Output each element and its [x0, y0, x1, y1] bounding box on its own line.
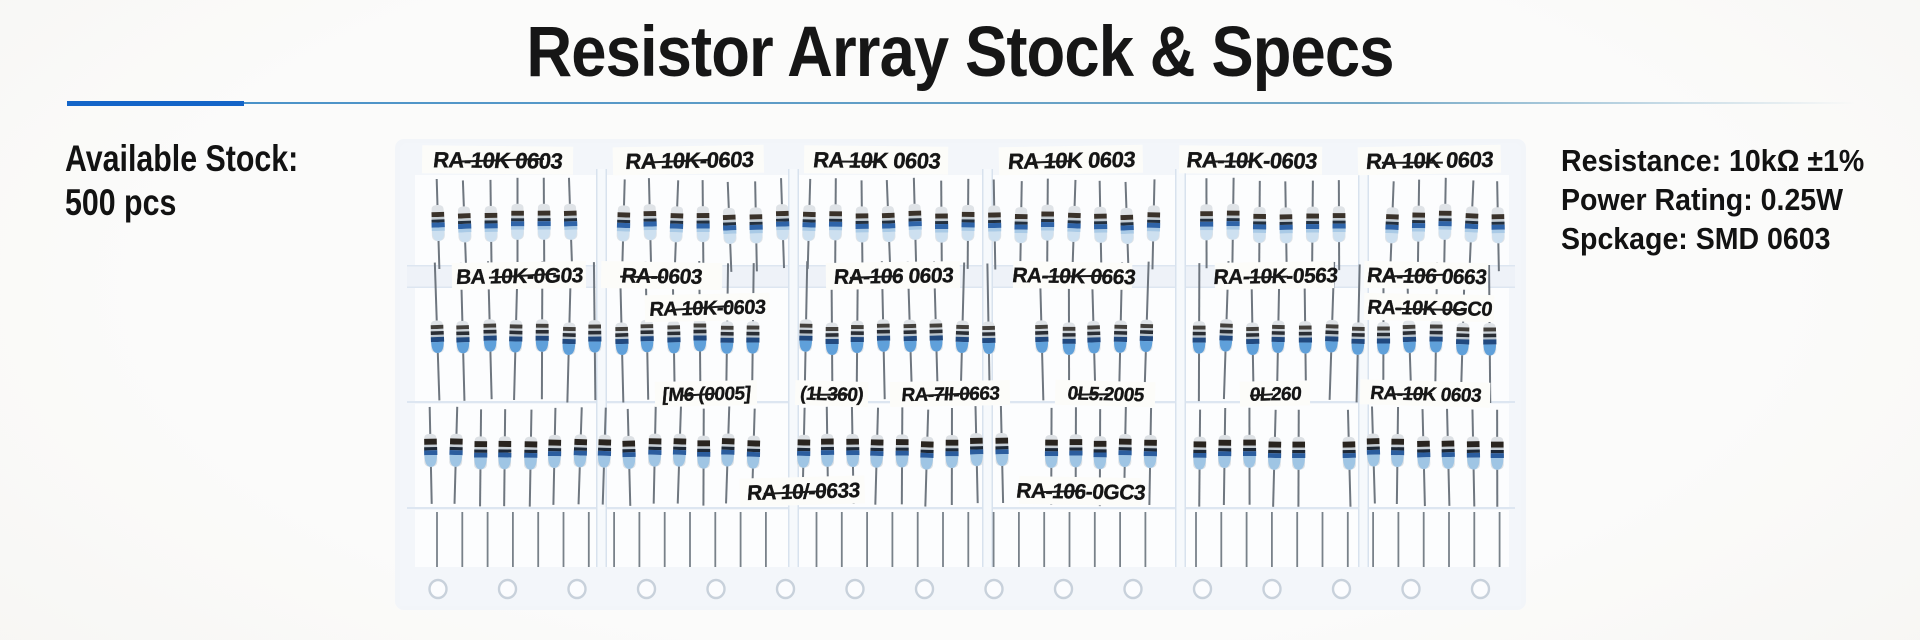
svg-text:RA 10K 0603: RA 10K 0603 [1365, 147, 1494, 174]
svg-text:RA-10K 0603: RA-10K 0603 [432, 147, 564, 173]
svg-text:RA 10K 0603: RA 10K 0603 [1007, 147, 1136, 174]
svg-text:RA 10K-0603: RA 10K-0603 [649, 296, 767, 320]
svg-text:RA-106 0663: RA-106 0663 [1366, 264, 1488, 289]
svg-text:RA 10K 0603: RA 10K 0603 [812, 147, 942, 173]
svg-text:RA 10K-0603: RA 10K-0603 [625, 147, 756, 174]
svg-text:RA-106-0GC3: RA-106-0GC3 [1015, 480, 1146, 505]
svg-text:RA-10K-0603: RA-10K-0603 [1185, 147, 1318, 173]
svg-text:0L260: 0L260 [1249, 384, 1302, 406]
